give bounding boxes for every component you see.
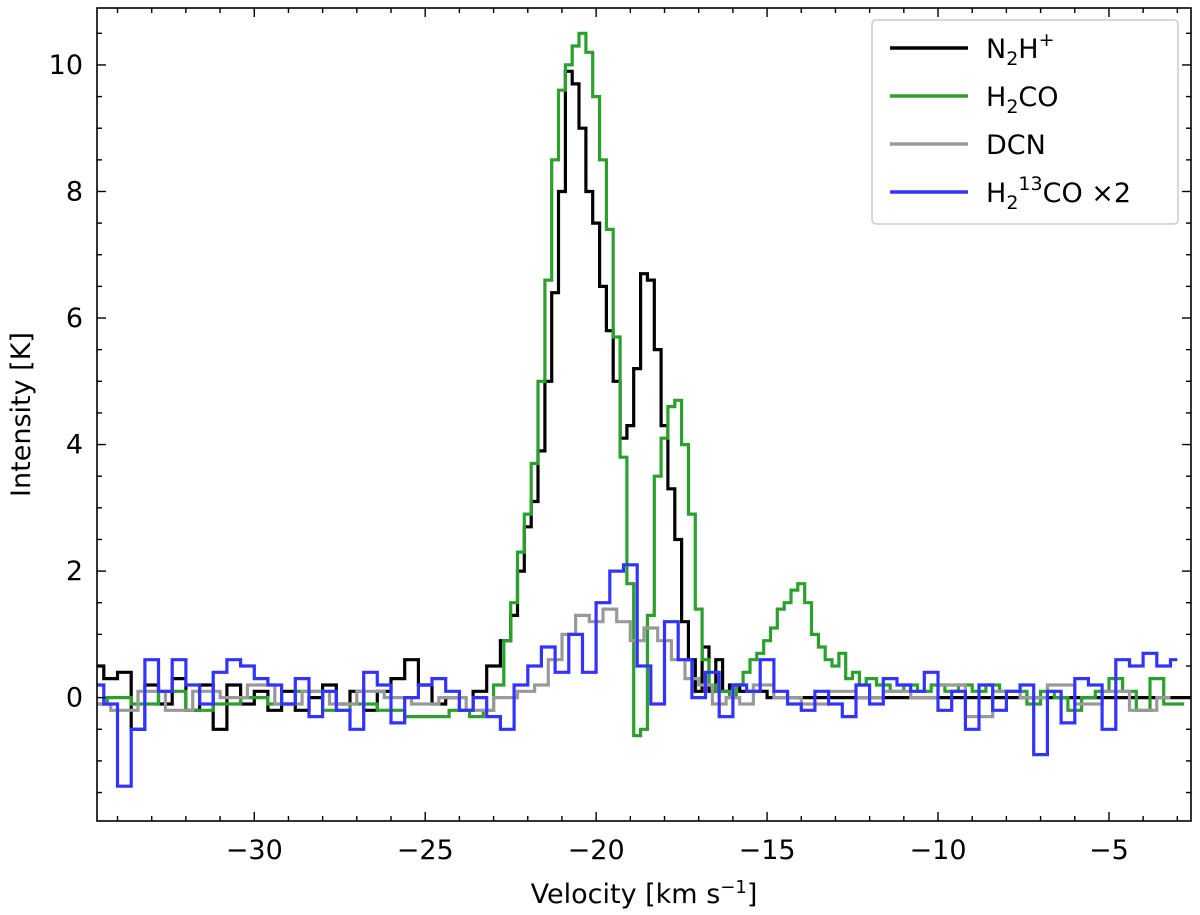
- plot-frame: [96, 7, 1192, 822]
- legend-label-n2h: N2H+: [986, 29, 1055, 70]
- y-tick-label: 4: [66, 430, 83, 461]
- legend: N2H+ H2CO DCN H213CO ×2: [871, 19, 1179, 225]
- series-line-h213co: [97, 563, 1178, 788]
- x-tick-label: −5: [1089, 835, 1129, 866]
- y-tick-label: 0: [66, 683, 83, 714]
- legend-label-h2co: H2CO: [986, 82, 1059, 118]
- x-tick-label: −10: [910, 835, 967, 866]
- y-axis-label: Intensity [K]: [6, 332, 37, 497]
- series-layer: [97, 31, 1191, 788]
- legend-label-h213co: H213CO ×2: [986, 173, 1131, 214]
- x-axis-label: Velocity [km s−1]: [531, 877, 758, 910]
- y-tick-label: 10: [49, 50, 83, 81]
- y-tick-label: 6: [66, 303, 83, 334]
- legend-label-dcn: DCN: [986, 130, 1046, 161]
- legend-box: [871, 19, 1179, 225]
- x-tick-label: −25: [397, 835, 454, 866]
- x-tick-label: −30: [226, 835, 283, 866]
- y-tick-label: 8: [66, 176, 83, 207]
- y-tick-label: 2: [66, 556, 83, 587]
- x-tick-label: −15: [739, 835, 796, 866]
- x-tick-label: −20: [568, 835, 625, 866]
- tick-layer: −30 −25 −20 −15 −10 −5 0 2 4 6 8 10: [49, 8, 1191, 866]
